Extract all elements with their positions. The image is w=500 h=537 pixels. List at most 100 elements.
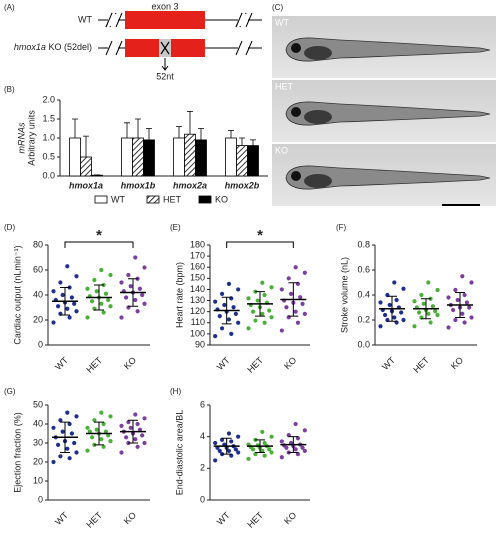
- data-point: [99, 267, 104, 273]
- data-point: [298, 295, 303, 300]
- data-point: [269, 315, 274, 320]
- data-point: [255, 298, 260, 303]
- data-point: [462, 292, 467, 298]
- sd-bar: [255, 439, 265, 453]
- data-point: [302, 270, 307, 275]
- data-point: [92, 418, 97, 423]
- data-point: [233, 311, 238, 316]
- data-point: [269, 434, 274, 439]
- sd-bar: [288, 436, 299, 453]
- data-point: [51, 320, 56, 325]
- data-point: [279, 328, 284, 333]
- sd-bar: [221, 296, 232, 325]
- data-point: [56, 442, 61, 447]
- data-point: [412, 299, 417, 304]
- data-point: [284, 305, 289, 310]
- data-point: [260, 311, 265, 316]
- data-point: [65, 264, 70, 269]
- data-point: [262, 440, 267, 446]
- ko-label: hmox1a KO (52del): [14, 42, 92, 52]
- data-point: [246, 456, 251, 461]
- ko-text: KO (52del): [48, 42, 92, 52]
- y-tick-label: 10: [33, 475, 43, 485]
- y-tick-label: 0.6: [357, 264, 370, 274]
- x-tick-label: WT: [380, 355, 397, 372]
- data-point: [300, 301, 305, 306]
- y-tick-label: 150: [190, 273, 205, 283]
- data-point: [378, 324, 383, 329]
- y-tick-label: 120: [190, 306, 205, 316]
- error-bar: [135, 118, 141, 138]
- data-point: [464, 300, 469, 305]
- data-point: [94, 289, 99, 294]
- data-point: [74, 274, 79, 279]
- bar: [69, 137, 81, 177]
- deletion-label: 52nt: [156, 71, 174, 81]
- y-tick-label: 0.5: [42, 151, 55, 161]
- panel-label: (C): [272, 3, 283, 12]
- wt-label: WT: [78, 14, 92, 24]
- data-point: [435, 312, 440, 318]
- y-tick-label: 40: [33, 418, 43, 428]
- data-point: [58, 418, 63, 423]
- x-tick-label: KO: [282, 355, 298, 371]
- data-point: [401, 317, 406, 323]
- deletion-x: [160, 41, 170, 55]
- data-point: [69, 431, 74, 436]
- data-point: [295, 436, 301, 441]
- y-axis-label: mRNAs: [16, 122, 26, 153]
- data-point: [392, 280, 397, 285]
- sd-bar: [128, 278, 138, 307]
- y-tick-label: 0.4: [357, 289, 370, 299]
- data-point: [269, 285, 274, 290]
- exon-label: exon 3: [151, 1, 178, 11]
- data-point: [262, 292, 267, 298]
- y-tick-label: 110: [191, 317, 205, 327]
- data-point: [140, 292, 145, 298]
- data-point: [128, 425, 133, 430]
- data-point: [295, 451, 301, 457]
- data-point: [253, 318, 258, 323]
- data-point: [253, 451, 258, 457]
- y-tick-label: 100: [190, 328, 205, 338]
- fish-eye: [291, 171, 301, 181]
- y-tick-label: 0.0: [42, 170, 55, 180]
- data-point: [236, 434, 241, 439]
- y-tick-label: 4: [200, 431, 205, 441]
- data-point: [65, 446, 70, 451]
- data-point: [300, 445, 305, 450]
- panel-label: (A): [4, 3, 15, 12]
- error-bar: [198, 128, 204, 140]
- y-tick-label: 30: [33, 437, 43, 447]
- data-point: [421, 301, 426, 306]
- y-tick-label: 20: [33, 456, 43, 466]
- data-point: [74, 450, 79, 455]
- bar: [225, 137, 237, 177]
- error-bar: [187, 111, 193, 135]
- data-point: [469, 280, 474, 285]
- y-axis-label: Stroke volume (nL): [339, 257, 349, 333]
- data-point: [142, 301, 147, 306]
- panel-label: (E): [170, 223, 181, 232]
- sd-bar: [94, 284, 104, 311]
- data-point: [92, 277, 97, 283]
- x-tick-label: hmox2a: [173, 180, 207, 190]
- panel-label: (B): [4, 85, 15, 94]
- data-point: [293, 421, 298, 427]
- bar: [173, 137, 185, 177]
- panel-a: (A) exon 3 WT hmox1a KO (52del) 52nt: [4, 1, 262, 81]
- data-point: [251, 309, 256, 314]
- data-point: [392, 315, 397, 320]
- x-tick-label: HET: [84, 510, 104, 530]
- bar: [91, 174, 103, 177]
- data-point: [56, 304, 61, 309]
- fish-body: [285, 165, 491, 190]
- data-point: [99, 437, 104, 442]
- data-point: [435, 287, 440, 293]
- fish-label: WT: [275, 17, 289, 27]
- data-point: [87, 429, 92, 434]
- data-point: [99, 301, 104, 306]
- data-point: [103, 291, 108, 296]
- sd-bar: [221, 437, 232, 455]
- y-axis-label: Heart rate (bpm): [174, 262, 184, 328]
